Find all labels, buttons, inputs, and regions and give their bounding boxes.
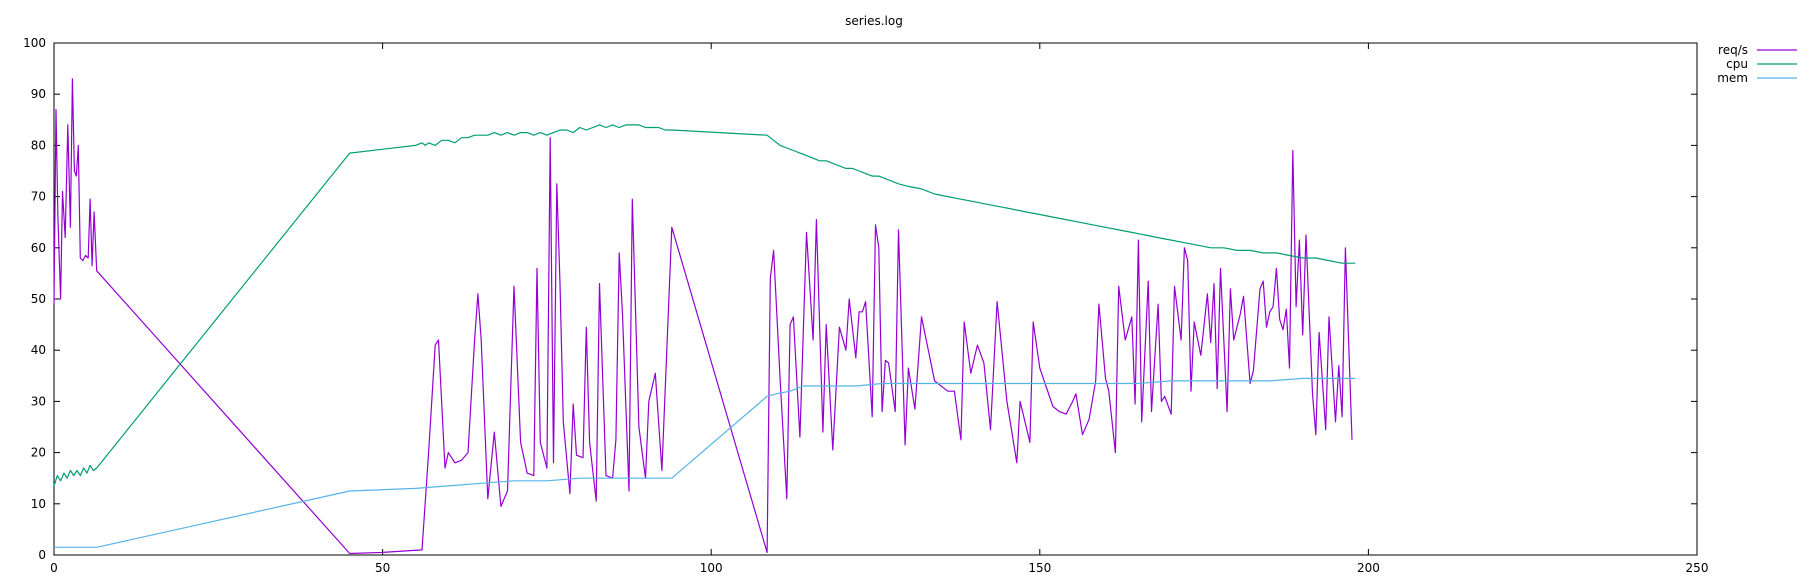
chart-title: series.log bbox=[845, 14, 903, 28]
x-axis: 0 50 100 150 200 250 bbox=[50, 43, 1708, 575]
series-line-req-s bbox=[53, 78, 1353, 555]
y-tick-label: 60 bbox=[31, 241, 46, 255]
x-tick-label: 0 bbox=[50, 561, 58, 575]
y-tick-label: 10 bbox=[31, 497, 46, 511]
x-tick-label: 250 bbox=[1686, 561, 1709, 575]
y-tick-label: 40 bbox=[31, 343, 46, 357]
y-tick-label: 20 bbox=[31, 446, 46, 460]
series-line-cpu bbox=[53, 124, 1356, 487]
legend-label: req/s bbox=[1718, 43, 1748, 57]
y-tick-label: 80 bbox=[31, 138, 46, 152]
series-lines bbox=[53, 78, 1356, 555]
y-tick-label: 50 bbox=[31, 292, 46, 306]
x-tick-label: 50 bbox=[375, 561, 390, 575]
series-line-mem bbox=[54, 377, 1356, 548]
y-tick-label: 90 bbox=[31, 87, 46, 101]
plot-border bbox=[53, 42, 1698, 556]
y-tick-label: 70 bbox=[31, 190, 46, 204]
x-tick-label: 200 bbox=[1357, 561, 1380, 575]
legend-label: cpu bbox=[1726, 57, 1748, 71]
y-tick-label: 100 bbox=[23, 36, 46, 50]
y-axis: 0 10 20 30 40 50 60 70 80 90 100 bbox=[23, 36, 1697, 562]
legend-label: mem bbox=[1717, 71, 1748, 85]
x-tick-label: 150 bbox=[1028, 561, 1051, 575]
y-tick-label: 0 bbox=[38, 548, 46, 562]
y-tick-label: 30 bbox=[31, 394, 46, 408]
x-tick-label: 100 bbox=[700, 561, 723, 575]
